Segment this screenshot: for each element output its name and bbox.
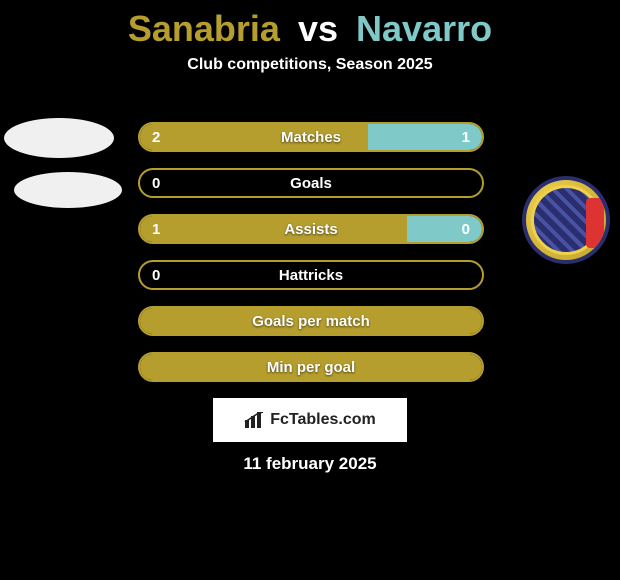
bars-icon bbox=[244, 412, 266, 428]
stat-label: Assists bbox=[284, 221, 337, 238]
stat-value-left: 2 bbox=[152, 129, 160, 146]
brand-text: FcTables.com bbox=[270, 411, 376, 429]
brand-logo: FcTables.com bbox=[213, 398, 407, 442]
club-badge-inner bbox=[531, 185, 601, 255]
stat-row: 1 0 Assists bbox=[138, 214, 484, 244]
stat-value-left: 0 bbox=[152, 267, 160, 284]
player1-avatar-placeholder bbox=[4, 118, 114, 158]
footer-date: 11 february 2025 bbox=[0, 454, 620, 474]
player1-name: Sanabria bbox=[128, 8, 280, 49]
stat-fill-right bbox=[407, 216, 482, 242]
player1-club-placeholder bbox=[14, 172, 122, 208]
vs-separator: vs bbox=[298, 8, 338, 49]
stats-bars-container: 2 1 Matches 0 Goals 1 0 Assists 0 Hattricks Goals … bbox=[138, 122, 484, 398]
player2-club-badge bbox=[522, 176, 610, 264]
stat-label: Goals bbox=[290, 175, 332, 192]
subtitle: Club competitions, Season 2025 bbox=[0, 56, 620, 74]
stat-row: Goals per match bbox=[138, 306, 484, 336]
stat-value-left: 0 bbox=[152, 175, 160, 192]
comparison-title: Sanabria vs Navarro bbox=[0, 0, 620, 50]
stat-value-left: 1 bbox=[152, 221, 160, 238]
stat-value-right: 0 bbox=[462, 221, 470, 238]
stat-label: Goals per match bbox=[252, 313, 370, 330]
club-badge-stripe bbox=[586, 198, 604, 248]
stat-row: 0 Hattricks bbox=[138, 260, 484, 290]
stat-fill-left bbox=[140, 216, 407, 242]
stat-label: Min per goal bbox=[267, 359, 355, 376]
stat-row: Min per goal bbox=[138, 352, 484, 382]
stat-row: 0 Goals bbox=[138, 168, 484, 198]
stat-label: Matches bbox=[281, 129, 341, 146]
player2-name: Navarro bbox=[356, 8, 492, 49]
stat-row: 2 1 Matches bbox=[138, 122, 484, 152]
stat-value-right: 1 bbox=[462, 129, 470, 146]
stat-label: Hattricks bbox=[279, 267, 343, 284]
